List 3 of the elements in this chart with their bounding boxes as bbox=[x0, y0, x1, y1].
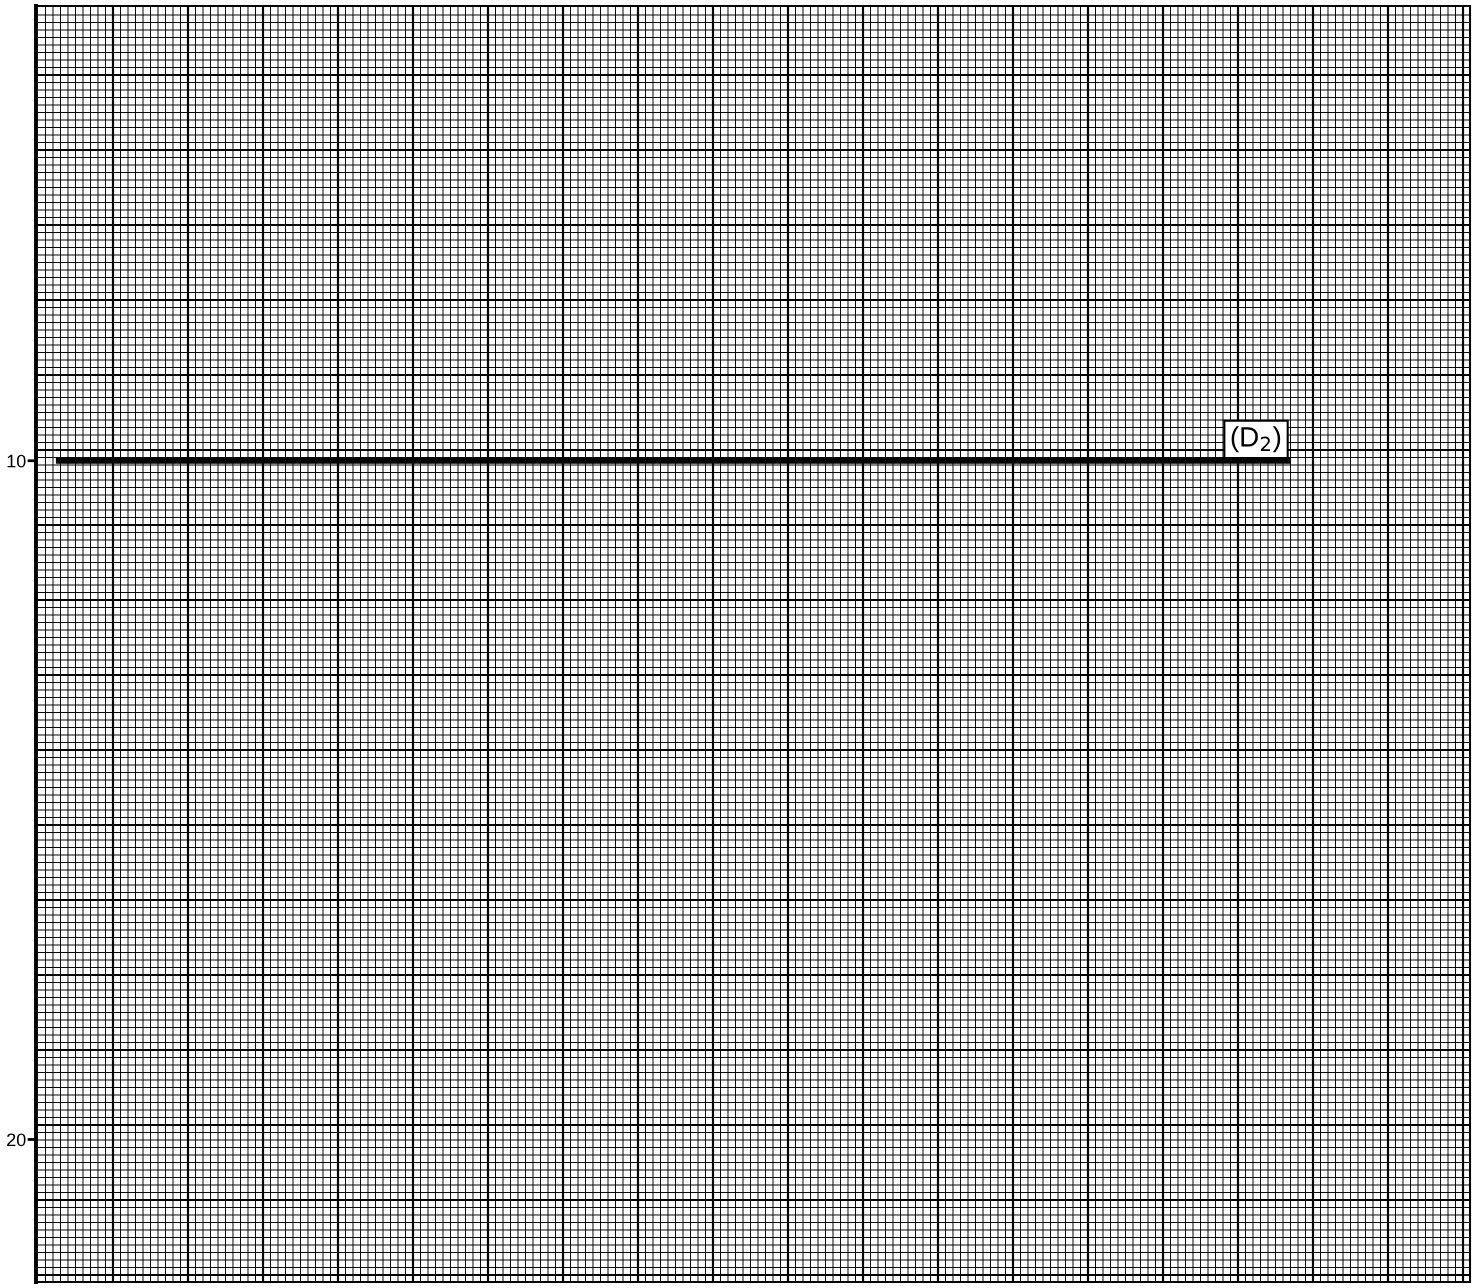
y-tick-label: 10 bbox=[7, 454, 26, 468]
series-label: (D$_{2}$) bbox=[1231, 426, 1281, 453]
y-tick-label: 20 bbox=[7, 1133, 26, 1147]
